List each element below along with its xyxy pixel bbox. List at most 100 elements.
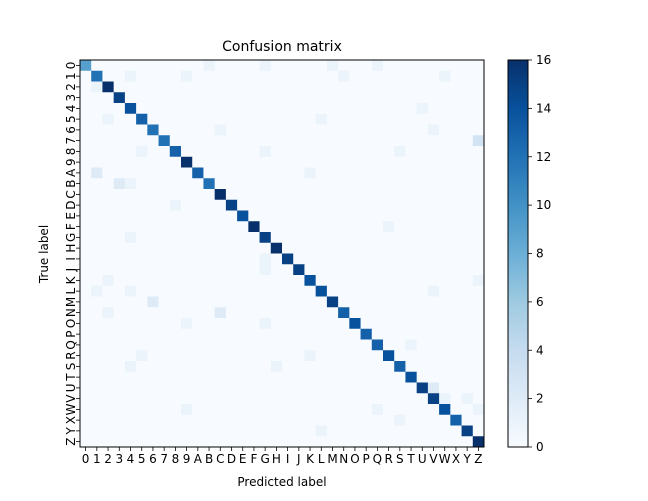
heatmap-cell [158,189,171,201]
heatmap-cell [349,425,361,437]
heatmap-cell [371,70,384,82]
heatmap-cell [349,307,361,319]
heatmap-cell [158,167,171,179]
heatmap-cell [304,70,317,82]
heatmap-cell [315,371,328,383]
heatmap-cell [237,307,249,319]
heatmap-cell [80,328,92,340]
heatmap-cell [439,414,451,426]
heatmap-cell [427,178,440,190]
heatmap-cell [192,425,204,437]
heatmap-cell [80,146,92,158]
heatmap-cell [203,221,216,233]
heatmap-cell [214,221,227,233]
heatmap-cell [405,404,418,416]
heatmap-cell [416,199,429,211]
heatmap-cell [461,189,474,201]
y-tick-label: I [64,257,78,261]
heatmap-cell [461,242,474,254]
heatmap-cell [427,425,440,437]
heatmap-cell [203,275,216,287]
heatmap-cell [304,242,317,254]
heatmap-cell [304,124,317,136]
heatmap-cell [383,296,395,308]
heatmap-cell [91,92,103,104]
heatmap-cell [147,135,159,147]
heatmap-cell [203,60,216,72]
heatmap-cell [383,113,395,125]
heatmap-cell [169,328,182,340]
heatmap-cell [181,232,193,244]
heatmap-cell [383,232,395,244]
heatmap-cell [124,156,137,168]
heatmap-cell [394,339,406,351]
heatmap-cell [91,382,103,394]
heatmap-cell [439,167,451,179]
heatmap-cell [282,70,294,82]
heatmap-cell [192,242,204,254]
heatmap-cell [427,135,440,147]
heatmap-cell [113,124,126,136]
heatmap-cell [181,414,193,426]
colorbar-tick-label: 8 [536,247,544,261]
heatmap-cell [80,425,92,437]
heatmap-cell [192,124,204,136]
heatmap-cell [248,328,260,340]
heatmap-cell [91,124,103,136]
heatmap-cell [405,328,418,340]
heatmap-cell [304,382,317,394]
x-tick-label: 4 [127,452,135,466]
heatmap-cell [136,285,148,297]
heatmap-cell [293,124,305,136]
heatmap-cell [259,414,272,426]
heatmap-cell [237,350,249,362]
heatmap-cell [113,232,126,244]
heatmap-cell [282,382,294,394]
heatmap-cell [427,339,440,351]
heatmap-cell [394,81,406,93]
x-tick-label: K [306,452,315,466]
heatmap-cell [203,393,216,405]
heatmap-cell [102,103,115,115]
heatmap-cell [282,221,294,233]
heatmap-cell [405,242,418,254]
heatmap-cell [181,275,193,287]
heatmap-cell [394,210,406,222]
heatmap-cell [326,371,339,383]
heatmap-cell [259,60,272,72]
heatmap-cell [349,361,361,373]
heatmap-cell [192,135,204,147]
heatmap-cell [237,92,249,104]
heatmap-cell [315,275,328,287]
y-tick-label: 7 [64,137,78,145]
heatmap-cell [405,92,418,104]
heatmap-cell [237,189,249,201]
heatmap-cell [225,371,238,383]
heatmap-cell [225,425,238,437]
y-tick-label: 4 [64,105,78,113]
heatmap-cell [315,242,328,254]
heatmap-cell [237,371,249,383]
x-tick-label: G [261,452,270,466]
heatmap-cell [383,103,395,115]
heatmap-cell [80,199,92,211]
heatmap-cell [192,156,204,168]
heatmap-cell [270,414,283,426]
heatmap-cell [80,275,92,287]
heatmap-cell [124,328,137,340]
heatmap-cell [439,178,451,190]
heatmap-cell [405,361,418,373]
heatmap-cell [450,103,462,115]
heatmap-cell [270,350,283,362]
heatmap-cell [394,264,406,276]
heatmap-cell [360,436,373,448]
heatmap-cell [383,178,395,190]
heatmap-cell [293,156,305,168]
heatmap-cell [181,350,193,362]
heatmap-cell [169,113,182,125]
heatmap-cell [360,178,373,190]
heatmap-cell [248,232,260,244]
heatmap-cell [394,242,406,254]
heatmap-cell [338,253,350,265]
heatmap-cell [293,103,305,115]
